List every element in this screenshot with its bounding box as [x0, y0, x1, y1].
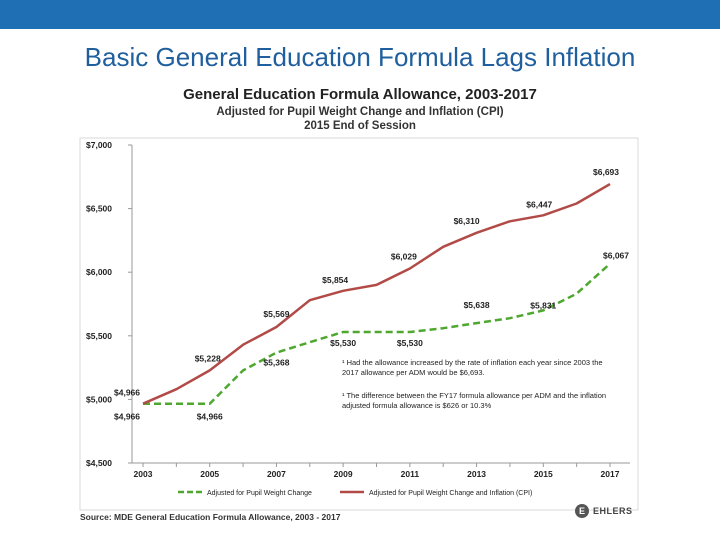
y-tick-label: $5,500 [86, 331, 112, 341]
source-note: Source: MDE General Education Formula Al… [80, 512, 341, 522]
data-label: $4,966 [114, 388, 140, 398]
data-label: $5,530 [330, 338, 356, 348]
data-label: $6,693 [593, 167, 619, 177]
slide-title: Basic General Education Formula Lags Inf… [84, 42, 636, 72]
data-label: $5,228 [195, 353, 221, 363]
chart-subtitle-session: 2015 End of Session [304, 120, 416, 132]
x-tick-label: 2011 [401, 469, 420, 479]
data-label: $5,638 [464, 300, 490, 310]
y-tick-label: $6,500 [86, 204, 112, 214]
x-tick-label: 2009 [334, 469, 353, 479]
data-label: $4,966 [114, 412, 140, 422]
legend-label-inflation-adjusted: Adjusted for Pupil Weight Change and Inf… [369, 490, 532, 497]
y-tick-label: $6,000 [86, 267, 112, 277]
logo-mark-icon: E [575, 504, 589, 518]
y-tick-label: $7,000 [86, 140, 112, 150]
legend-label-pupil-weight: Adjusted for Pupil Weight Change [207, 490, 312, 497]
annotation-difference-note: ¹ The difference between the FY17 formul… [342, 391, 607, 411]
data-label: $5,569 [263, 309, 289, 319]
data-label: $6,067 [603, 251, 629, 261]
data-label: $4,966 [197, 412, 223, 422]
data-label: $6,447 [526, 199, 552, 209]
ehlers-logo: E EHLERS [575, 504, 633, 518]
data-label: $5,854 [322, 275, 348, 285]
annotation-inflation-note: ¹ Had the allowance increased by the rat… [342, 358, 603, 378]
data-label: $6,029 [391, 252, 417, 262]
logo-text: EHLERS [593, 506, 633, 516]
x-tick-label: 2015 [534, 469, 553, 479]
x-tick-label: 2013 [467, 469, 486, 479]
y-tick-label: $5,000 [86, 394, 112, 404]
data-label: $6,310 [454, 216, 480, 226]
chart-frame [79, 137, 639, 511]
data-label: $5,530 [397, 338, 423, 348]
data-label: $5,368 [263, 358, 289, 368]
top-accent-bar [0, 0, 720, 29]
series-line-inflation-adjusted [142, 183, 611, 405]
series-line-pupil-weight [143, 262, 611, 405]
x-tick-label: 2017 [601, 469, 620, 479]
x-tick-label: 2003 [134, 469, 153, 479]
chart-title: General Education Formula Allowance, 200… [183, 86, 537, 103]
y-tick-label: $4,500 [86, 458, 112, 468]
chart-subtitle: Adjusted for Pupil Weight Change and Inf… [216, 106, 504, 118]
x-tick-label: 2007 [267, 469, 286, 479]
x-tick-label: 2005 [200, 469, 219, 479]
data-label: $5,831 [530, 301, 556, 311]
